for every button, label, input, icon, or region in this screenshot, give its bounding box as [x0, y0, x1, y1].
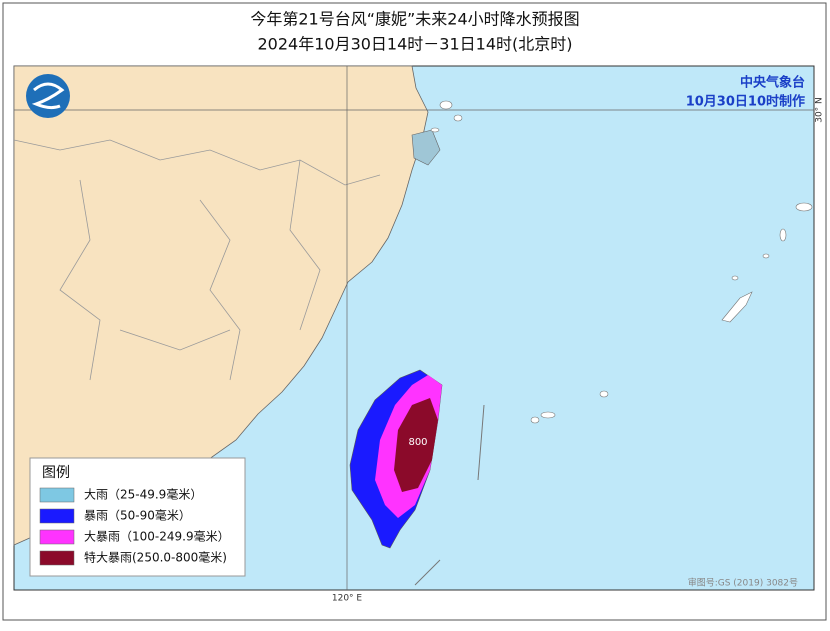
- islands: [430, 100, 813, 424]
- legend-swatch: [39, 529, 75, 545]
- logo-mark: [31, 82, 65, 110]
- legend-label: 特大暴雨(250.0-800毫米): [84, 550, 227, 565]
- map: 800 中央气象台 10月30日10时制作 30° N 120° E 审图号:G…: [13, 65, 825, 604]
- agency: 中央气象台: [740, 75, 805, 91]
- title: 今年第21号台风“康妮”未来24小时降水预报图: [250, 10, 579, 29]
- legend: 图例 大雨（25-49.9毫米） 暴雨（50-90毫米） 大暴雨（100-249.9…: [29, 457, 246, 577]
- logo: [26, 74, 70, 118]
- lon-label: 120° E: [332, 594, 363, 604]
- lat-label: 30° N: [815, 97, 825, 123]
- made-time: 10月30日10时制作: [686, 94, 805, 110]
- legend-items: 大雨（25-49.9毫米） 暴雨（50-90毫米） 大暴雨（100-249.9毫米）…: [39, 487, 230, 566]
- legend-label: 大雨（25-49.9毫米）: [84, 487, 202, 502]
- legend-title: 图例: [42, 465, 70, 481]
- legend-swatch: [39, 550, 75, 566]
- boundary-line: [477, 404, 485, 481]
- legend-label: 暴雨（50-90毫米）: [84, 508, 191, 523]
- lake: [411, 129, 441, 166]
- legend-label: 大暴雨（100-249.9毫米）: [84, 529, 230, 544]
- subtitle: 2024年10月30日14时－31日14时(北京时): [257, 35, 572, 54]
- legend-swatch: [39, 487, 75, 503]
- review-number: 审图号:GS (2019) 3082号: [688, 577, 798, 589]
- legend-swatch: [39, 508, 75, 524]
- contour-label: 800: [408, 437, 427, 448]
- boundary-line: [414, 559, 441, 586]
- rain-extreme-rainstorm: [394, 398, 438, 492]
- province-borders: [13, 139, 381, 381]
